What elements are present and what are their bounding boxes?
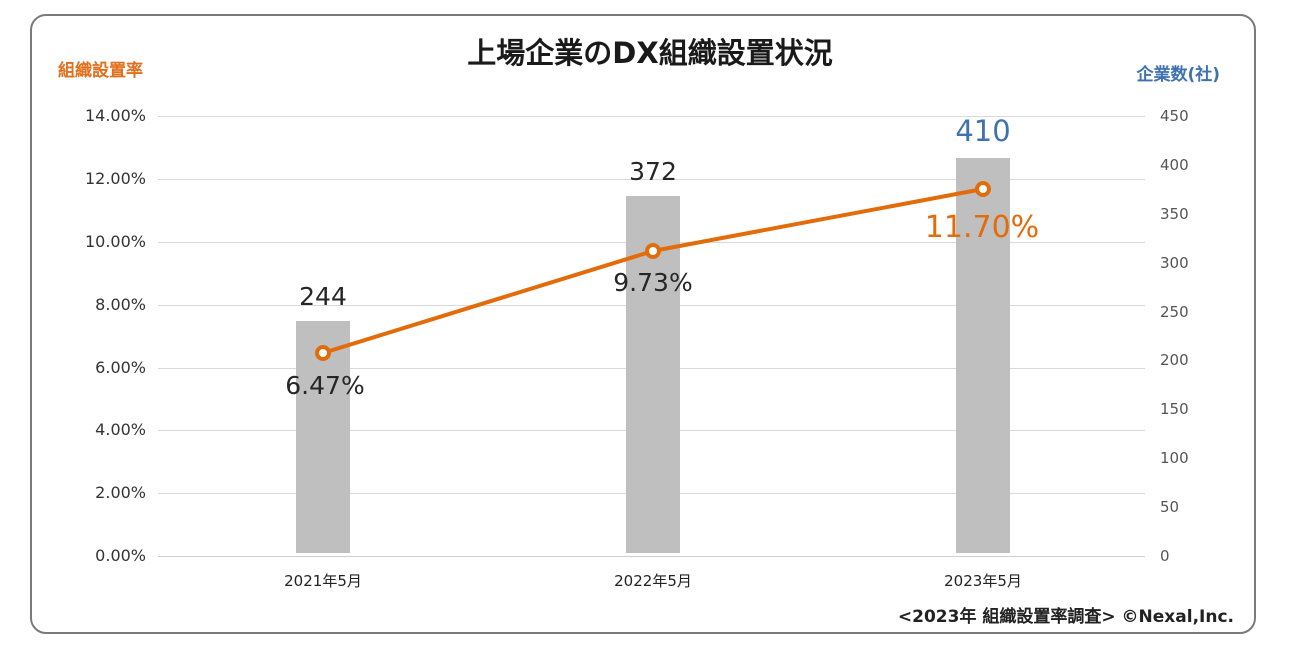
- left-ytick: 10.00%: [84, 232, 146, 251]
- bar-label: 372: [629, 157, 677, 186]
- right-ytick: 350: [1160, 205, 1189, 223]
- left-ytick: 6.00%: [95, 358, 146, 377]
- line-markers: [315, 181, 991, 361]
- left-ytick: 2.00%: [95, 483, 146, 502]
- left-ytick: 8.00%: [95, 295, 146, 314]
- left-ytick: 0.00%: [95, 546, 146, 565]
- source-footer: <2023年 組織設置率調査> ©Nexal,Inc.: [897, 607, 1234, 627]
- right-axis-title: 企業数(社): [1136, 65, 1220, 85]
- right-ytick: 150: [1160, 400, 1189, 418]
- line-label: 11.70%: [925, 210, 1039, 245]
- left-ytick: 4.00%: [95, 420, 146, 439]
- xtick: 2022年5月: [614, 572, 692, 590]
- right-ytick: 450: [1160, 107, 1189, 125]
- right-ytick: 0: [1160, 547, 1170, 565]
- left-ytick: 14.00%: [84, 106, 146, 125]
- right-ytick: 50: [1160, 498, 1180, 516]
- chart-title: 上場企業のDX組織設置状況: [467, 36, 833, 70]
- xtick: 2023年5月: [944, 572, 1022, 590]
- right-ytick: 100: [1160, 449, 1189, 467]
- xtick: 2021年5月: [284, 572, 362, 590]
- left-ytick: 12.00%: [84, 169, 146, 188]
- line-label: 6.47%: [285, 371, 364, 400]
- bar-label: 244: [299, 282, 347, 311]
- left-axis-title: 組織設置率: [58, 61, 143, 81]
- right-ytick: 200: [1160, 351, 1189, 369]
- bar-2023: [956, 158, 1010, 553]
- right-ytick: 300: [1160, 254, 1189, 272]
- right-ytick: 250: [1160, 303, 1189, 321]
- line-label: 9.73%: [613, 268, 692, 297]
- right-ytick: 400: [1160, 156, 1189, 174]
- bar-label: 410: [955, 114, 1010, 148]
